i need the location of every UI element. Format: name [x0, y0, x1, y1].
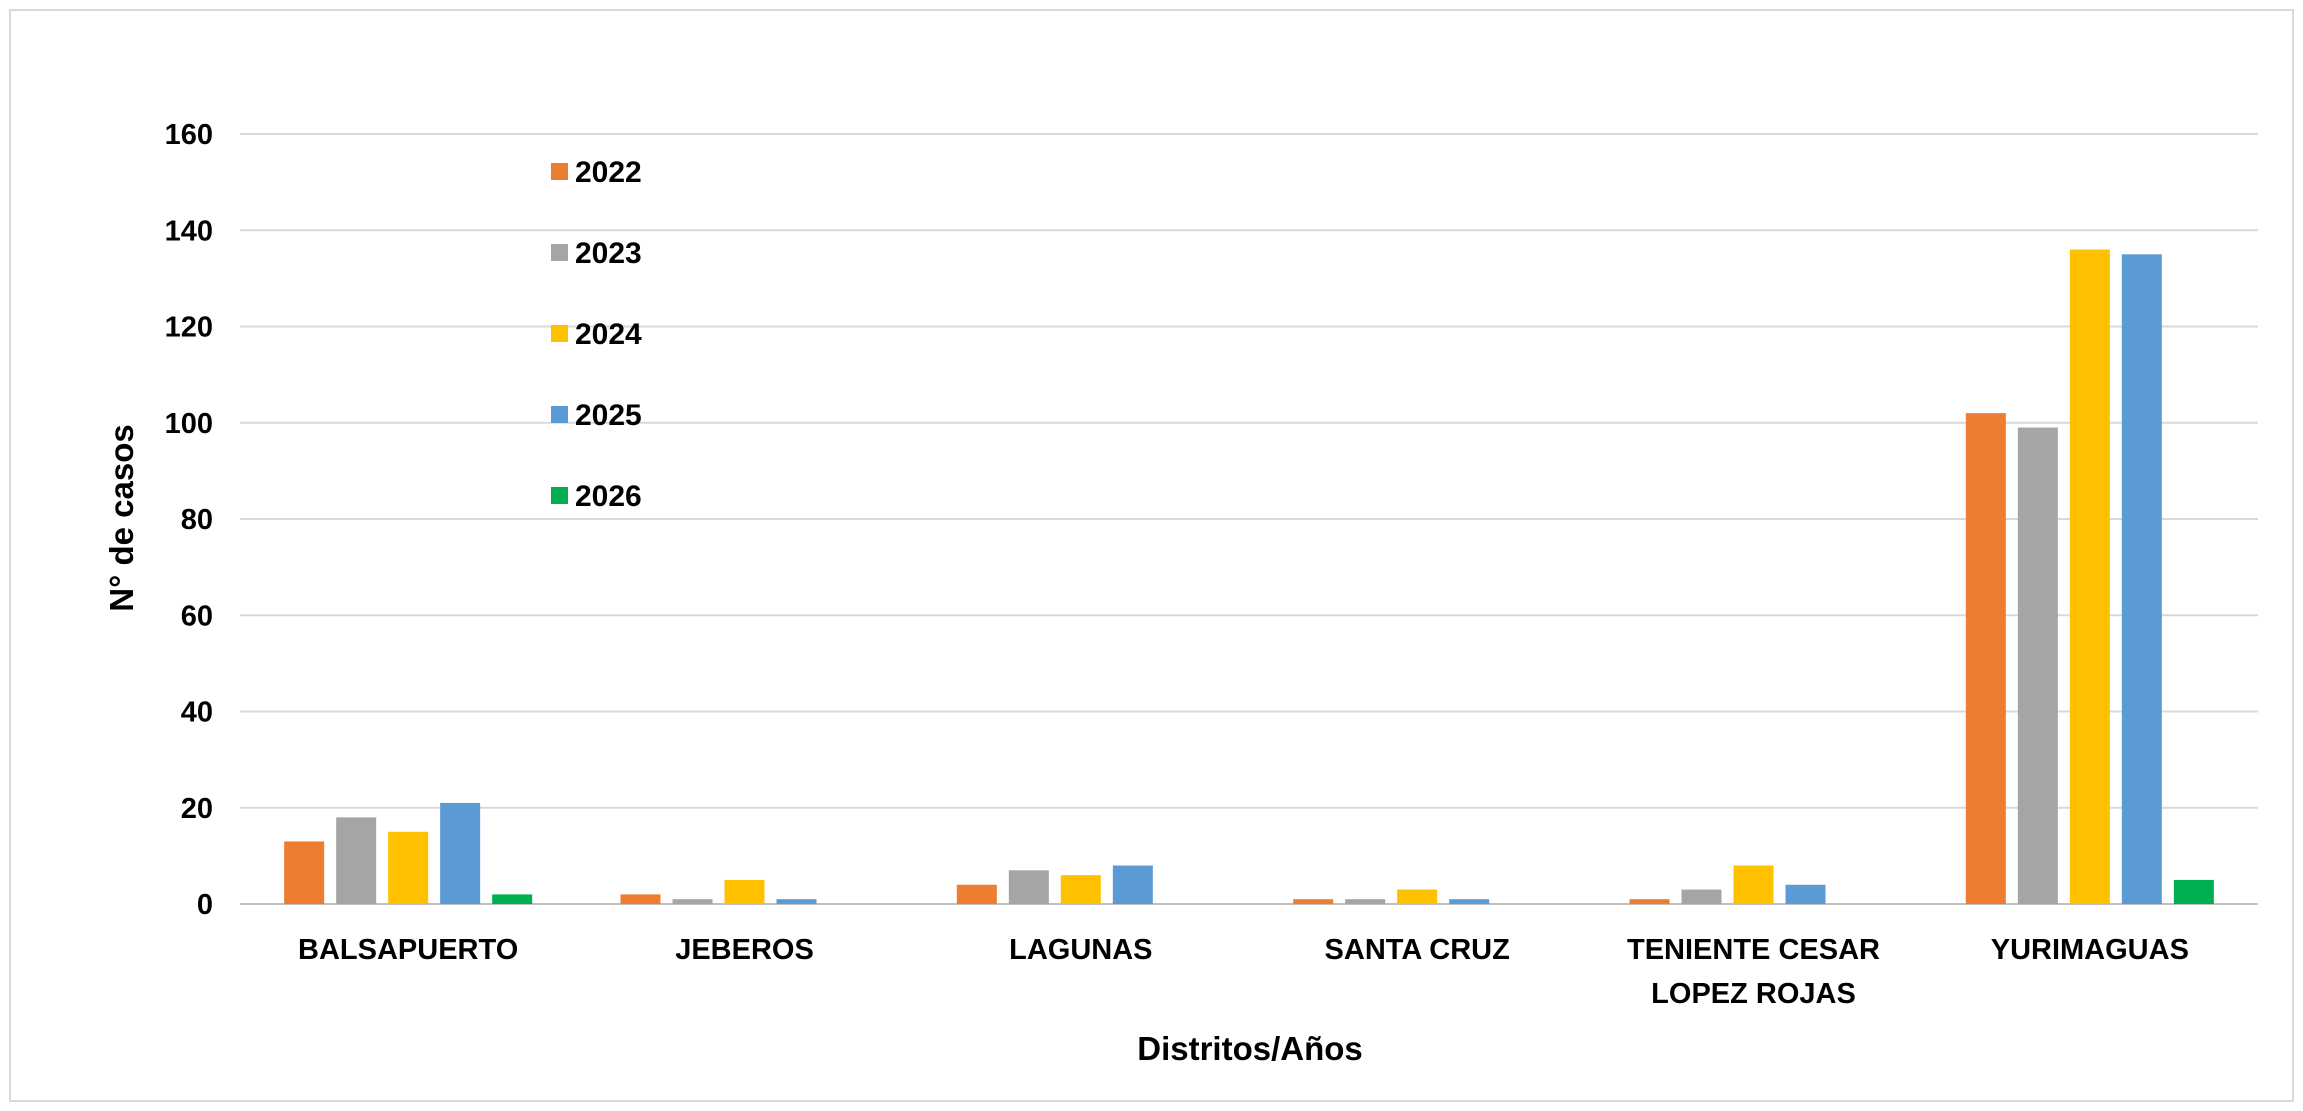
bar-2022: [284, 841, 325, 904]
y-tick-labels: 0 20 40 60 80 100 120 140 160: [165, 119, 213, 921]
bar-2023: [1008, 870, 1049, 904]
bars: [284, 249, 2214, 904]
y-tick-label: 120: [165, 312, 213, 344]
legend-swatch-2025: [551, 406, 568, 423]
x-tick-label: YURIMAGUAS: [1991, 934, 2189, 966]
bar-2025: [2121, 254, 2162, 904]
legend-label-2023: 2023: [575, 237, 642, 270]
legend-label-2026: 2026: [575, 480, 642, 513]
legend-label-2022: 2022: [575, 156, 642, 189]
x-axis-title: Distritos/Años: [1137, 1030, 1363, 1067]
bar-2024: [724, 879, 765, 904]
bar-2023: [672, 899, 713, 904]
chart-frame: [9, 9, 2294, 1102]
x-tick-label: SANTA CRUZ: [1325, 934, 1510, 966]
x-tick-label: LOPEZ ROJAS: [1651, 978, 1856, 1010]
y-tick-label: 100: [165, 408, 213, 440]
x-tick-labels: BALSAPUERTO JEBEROS LAGUNAS SANTA CRUZ TENIE…: [298, 934, 2189, 1010]
legend-swatch-2023: [551, 244, 568, 261]
bar-2024: [1060, 875, 1101, 904]
y-tick-label: 80: [181, 504, 213, 536]
bar-2022: [1965, 413, 2006, 904]
y-tick-label: 0: [197, 889, 213, 921]
y-tick-label: 160: [165, 119, 213, 151]
bar-2022: [620, 894, 661, 904]
bar-2023: [1345, 899, 1386, 904]
bar-2023: [336, 817, 377, 904]
legend-label-2024: 2024: [575, 318, 642, 351]
y-tick-label: 140: [165, 215, 213, 247]
legend: 2022 2023 2024 2025 2026: [551, 156, 642, 513]
bar-2025: [1449, 899, 1490, 904]
bar-2025: [776, 899, 817, 904]
bar-2025: [1112, 865, 1153, 904]
bar-2022: [1293, 899, 1334, 904]
bar-2024: [1733, 865, 1774, 904]
legend-swatch-2026: [551, 487, 568, 504]
x-tick-label: TENIENTE CESAR: [1627, 934, 1880, 966]
x-tick-label: JEBEROS: [675, 934, 814, 966]
y-tick-label: 40: [181, 697, 213, 729]
bar-2023: [1681, 889, 1722, 904]
x-tick-label: BALSAPUERTO: [298, 934, 518, 966]
bar-2024: [388, 831, 429, 904]
legend-swatch-2024: [551, 325, 568, 342]
bar-2022: [1629, 899, 1670, 904]
bar-2024: [1397, 889, 1438, 904]
y-axis-title: N° de casos: [103, 424, 140, 611]
y-tick-label: 60: [181, 600, 213, 632]
bar-2025: [440, 802, 481, 904]
bar-2026: [2173, 879, 2214, 904]
legend-swatch-2022: [551, 163, 568, 180]
gridlines: [240, 133, 2258, 905]
legend-label-2025: 2025: [575, 399, 642, 432]
bar-2026: [492, 894, 533, 904]
bar-2022: [956, 884, 997, 904]
y-tick-label: 20: [181, 793, 213, 825]
bar-2025: [1785, 884, 1826, 904]
bar-2023: [2017, 427, 2058, 904]
x-tick-label: LAGUNAS: [1009, 934, 1152, 966]
bar-2024: [2069, 249, 2110, 904]
